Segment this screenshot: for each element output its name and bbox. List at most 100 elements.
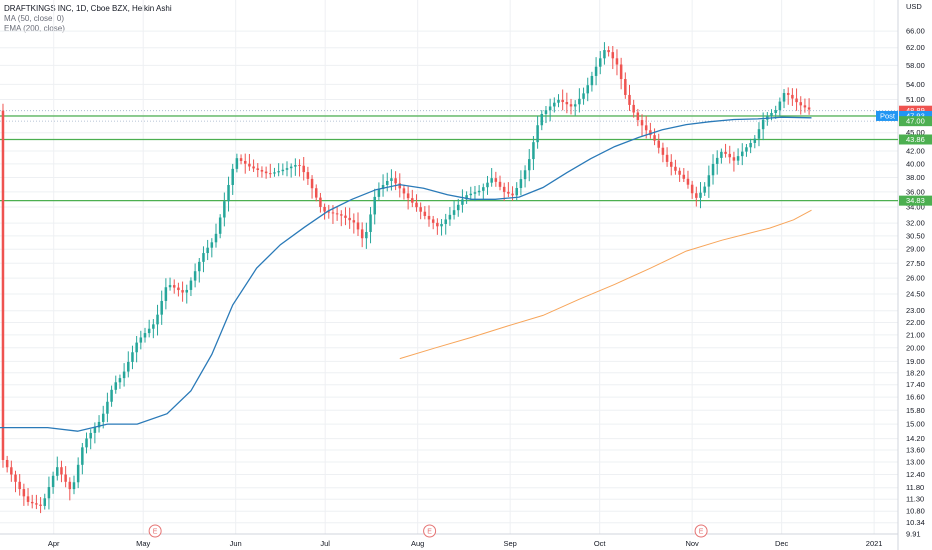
earnings-marker-label: E: [427, 529, 432, 536]
candle-body: [528, 159, 531, 171]
candle-body: [741, 151, 744, 157]
y-tick-label: 11.30: [906, 495, 924, 504]
candle-body: [544, 110, 548, 114]
candle-body: [398, 183, 402, 189]
earnings-marker-label: E: [699, 529, 704, 536]
candle-body: [26, 496, 30, 502]
candle-body: [273, 172, 276, 174]
candle-body: [536, 125, 539, 143]
price-tag-label: 43.86: [906, 135, 925, 144]
candle-body: [340, 214, 343, 216]
y-tick-label: 54.00: [906, 80, 925, 89]
x-tick-label: Nov: [685, 539, 699, 548]
ema-200-line[interactable]: [399, 209, 812, 360]
candle-body: [160, 300, 163, 315]
candle-body: [477, 190, 481, 193]
candle-body: [649, 130, 652, 136]
y-tick-label: 18.20: [906, 368, 925, 377]
price-tag-label: 47.93: [906, 111, 925, 120]
candle-body: [22, 489, 26, 497]
candle-body: [385, 180, 389, 185]
candle-body: [436, 222, 439, 227]
candle-body: [10, 467, 13, 475]
candle-body: [695, 193, 698, 198]
candle-body: [106, 401, 109, 414]
candle-body: [202, 253, 205, 262]
ma-50-line[interactable]: [0, 116, 812, 432]
candle-body: [569, 104, 573, 107]
price-tag-label: 34.83: [906, 196, 925, 205]
y-tick-label: 13.60: [906, 446, 925, 455]
candle-body: [118, 378, 122, 383]
candle-body: [678, 170, 681, 175]
candle-body: [281, 169, 285, 172]
candle-body: [406, 193, 410, 199]
candle-body: [402, 188, 406, 194]
candle-body: [56, 467, 59, 476]
candle-body: [469, 193, 473, 196]
y-tick-label: 29.00: [906, 245, 925, 254]
candle-body: [423, 211, 427, 216]
candle-body: [507, 191, 510, 194]
candle-body: [665, 154, 669, 162]
candle-body: [461, 199, 464, 205]
candle-body: [707, 175, 711, 187]
earnings-marker[interactable]: [148, 524, 162, 538]
candle-body: [76, 464, 80, 483]
candle-body: [653, 135, 656, 141]
candle-body: [532, 142, 535, 160]
candle-body: [674, 166, 677, 171]
candle-body: [720, 151, 723, 158]
y-tick-label: 51.00: [906, 95, 925, 104]
candle-body: [43, 498, 47, 506]
candle-body: [803, 105, 807, 108]
earnings-marker[interactable]: [694, 524, 708, 538]
candle-body: [498, 181, 502, 187]
candle-body: [699, 192, 702, 198]
y-tick-label: 16.60: [906, 393, 925, 402]
candle-body: [490, 178, 493, 183]
candle-body: [72, 482, 76, 490]
y-tick-label: 15.00: [906, 420, 925, 429]
y-tick-label: 13.00: [906, 458, 925, 467]
candle-body: [239, 158, 243, 161]
candle-body: [289, 166, 293, 169]
y-tick-label: 30.50: [906, 231, 925, 240]
y-tick-label: 40.00: [906, 159, 925, 168]
y-tick-label: 58.00: [906, 61, 925, 70]
candle-body: [377, 189, 381, 197]
y-tick-label: 26.00: [906, 274, 925, 283]
candle-body: [795, 98, 798, 103]
candle-body: [782, 93, 786, 102]
candle-body: [486, 182, 489, 188]
candle-body: [310, 178, 314, 189]
y-tick-label: 9.91: [906, 530, 921, 539]
candle-body: [89, 432, 92, 439]
candle-body: [390, 178, 393, 181]
price-tag: [899, 134, 932, 145]
candle-body: [177, 287, 180, 291]
candle-body: [302, 165, 305, 173]
candle-body: [264, 171, 268, 174]
candle-body: [352, 220, 356, 223]
candle-body: [473, 192, 477, 194]
candle-body: [256, 168, 260, 170]
candle-body: [419, 207, 422, 212]
y-tick-label: 15.80: [906, 406, 925, 415]
candle-body: [578, 98, 581, 105]
candle-body: [452, 210, 456, 215]
x-tick-label: Jun: [230, 539, 242, 548]
y-tick-label: 32.00: [906, 219, 925, 228]
price-tag: [899, 116, 932, 127]
y-tick-label: 66.00: [906, 27, 925, 36]
candle-body: [51, 475, 55, 488]
earnings-marker[interactable]: [423, 524, 437, 538]
candle-body: [185, 289, 189, 293]
candle-body: [39, 504, 42, 506]
candle-body: [431, 219, 435, 223]
candle-body: [427, 215, 431, 220]
y-tick-label: 36.00: [906, 187, 925, 196]
candle-body: [715, 157, 719, 164]
candle-body: [594, 66, 598, 76]
